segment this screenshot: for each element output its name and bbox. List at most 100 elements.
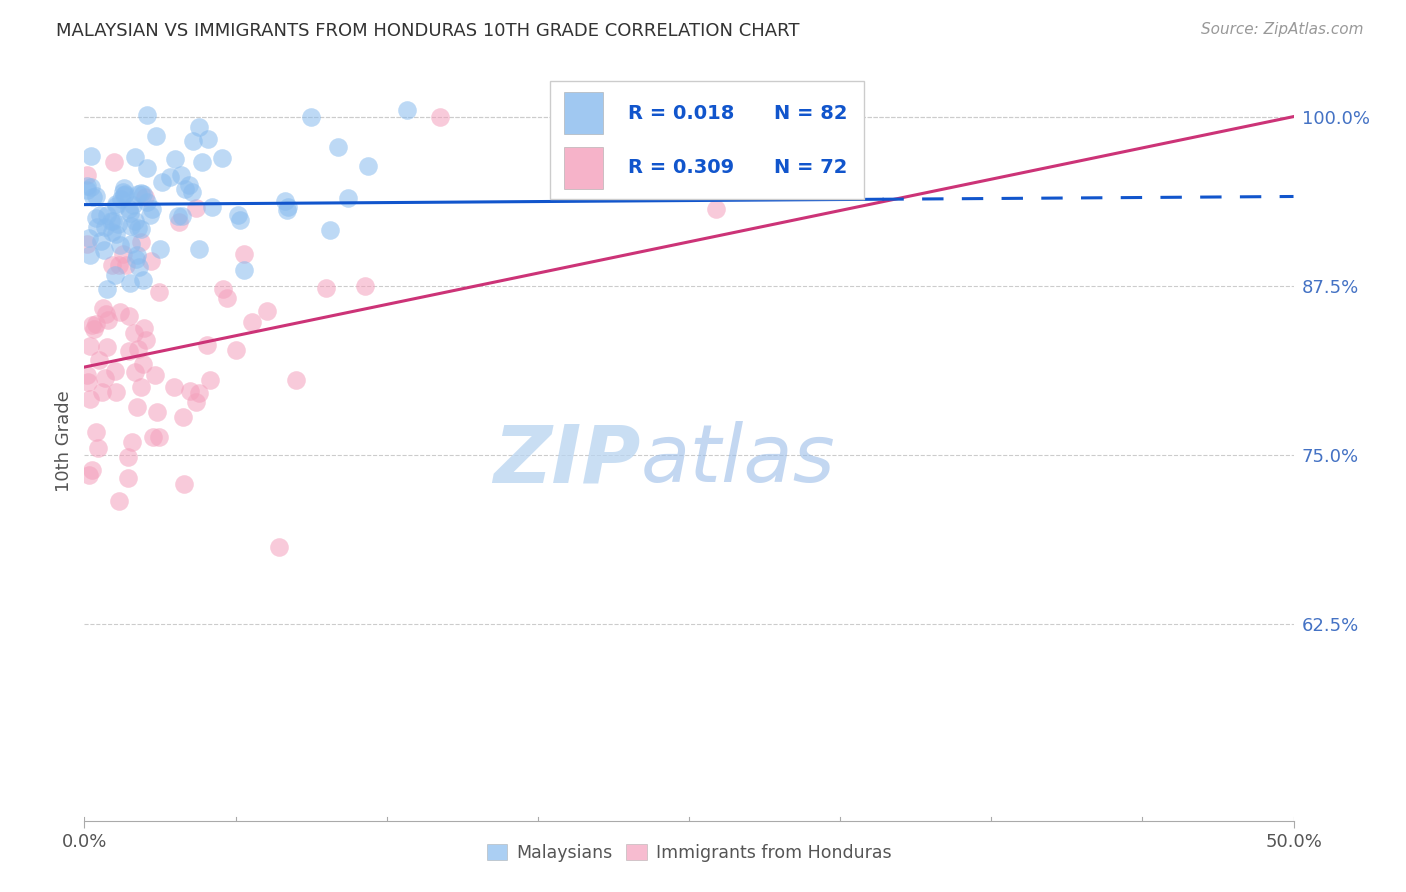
- FancyBboxPatch shape: [564, 93, 603, 134]
- Point: [145, 128, 167, 143]
- Point: [86, 219, 108, 234]
- Point: [105, 199, 128, 213]
- Point: [84, 425, 107, 439]
- Point: [117, 471, 139, 485]
- Point: [112, 188, 135, 202]
- Point: [201, 201, 224, 215]
- Point: [112, 181, 135, 195]
- Point: [134, 190, 156, 204]
- Point: [127, 342, 149, 356]
- Point: [112, 246, 135, 260]
- Point: [76, 183, 98, 197]
- Point: [114, 187, 136, 202]
- Point: [128, 260, 150, 274]
- Point: [704, 202, 727, 216]
- Point: [132, 187, 155, 202]
- Point: [79, 338, 101, 352]
- Point: [97, 313, 120, 327]
- Point: [277, 200, 299, 214]
- Point: [96, 208, 118, 222]
- Legend: Malaysians, Immigrants from Honduras: Malaysians, Immigrants from Honduras: [479, 837, 898, 869]
- Point: [198, 373, 221, 387]
- Point: [187, 120, 209, 135]
- Point: [91, 385, 114, 400]
- Point: [267, 540, 290, 554]
- Point: [104, 268, 127, 282]
- Point: [142, 430, 165, 444]
- Point: [131, 357, 153, 371]
- Point: [211, 151, 233, 165]
- Point: [174, 182, 197, 196]
- Point: [184, 202, 207, 216]
- Point: [141, 202, 163, 217]
- Point: [357, 159, 380, 173]
- Point: [191, 155, 214, 169]
- Point: [129, 380, 152, 394]
- Point: [100, 214, 122, 228]
- Text: atlas: atlas: [641, 422, 835, 500]
- Point: [77, 467, 100, 482]
- Point: [129, 222, 152, 236]
- Point: [195, 337, 218, 351]
- Point: [159, 170, 181, 185]
- Point: [76, 368, 98, 383]
- Point: [299, 110, 322, 124]
- Point: [132, 273, 155, 287]
- Point: [104, 197, 127, 211]
- Point: [89, 353, 111, 368]
- Point: [100, 225, 122, 239]
- Point: [124, 150, 146, 164]
- Point: [79, 392, 101, 406]
- Point: [118, 309, 141, 323]
- Point: [181, 134, 204, 148]
- Point: [228, 208, 250, 222]
- Point: [120, 237, 142, 252]
- Point: [117, 450, 139, 464]
- Text: R = 0.309: R = 0.309: [628, 158, 734, 178]
- Point: [131, 186, 153, 200]
- Point: [121, 435, 143, 450]
- Point: [396, 103, 419, 117]
- Point: [136, 108, 159, 122]
- Point: [104, 364, 127, 378]
- Point: [90, 235, 112, 249]
- Point: [336, 191, 359, 205]
- Point: [108, 238, 131, 252]
- FancyBboxPatch shape: [564, 147, 603, 189]
- Y-axis label: 10th Grade: 10th Grade: [55, 391, 73, 492]
- Point: [136, 194, 159, 209]
- Point: [104, 385, 127, 400]
- Point: [148, 430, 170, 444]
- Point: [233, 262, 256, 277]
- Point: [103, 155, 125, 169]
- Point: [79, 247, 101, 261]
- Point: [180, 185, 202, 199]
- Text: MALAYSIAN VS IMMIGRANTS FROM HONDURAS 10TH GRADE CORRELATION CHART: MALAYSIAN VS IMMIGRANTS FROM HONDURAS 10…: [56, 22, 800, 40]
- Point: [256, 304, 278, 318]
- Point: [132, 321, 155, 335]
- Point: [80, 149, 103, 163]
- Point: [122, 198, 145, 212]
- Point: [173, 477, 195, 491]
- Point: [82, 463, 104, 477]
- Point: [163, 153, 186, 167]
- Point: [82, 190, 104, 204]
- Text: N = 82: N = 82: [773, 103, 846, 123]
- Point: [429, 110, 451, 124]
- Point: [82, 318, 104, 332]
- Point: [124, 214, 146, 228]
- Point: [94, 307, 117, 321]
- Point: [125, 401, 148, 415]
- Point: [125, 247, 148, 261]
- Point: [86, 211, 108, 226]
- Point: [83, 322, 105, 336]
- Point: [188, 242, 211, 256]
- Point: [188, 386, 211, 401]
- Point: [141, 254, 163, 268]
- Point: [232, 246, 254, 260]
- Point: [172, 410, 194, 425]
- Point: [184, 395, 207, 409]
- Point: [96, 281, 118, 295]
- Point: [150, 175, 173, 189]
- Point: [87, 442, 110, 456]
